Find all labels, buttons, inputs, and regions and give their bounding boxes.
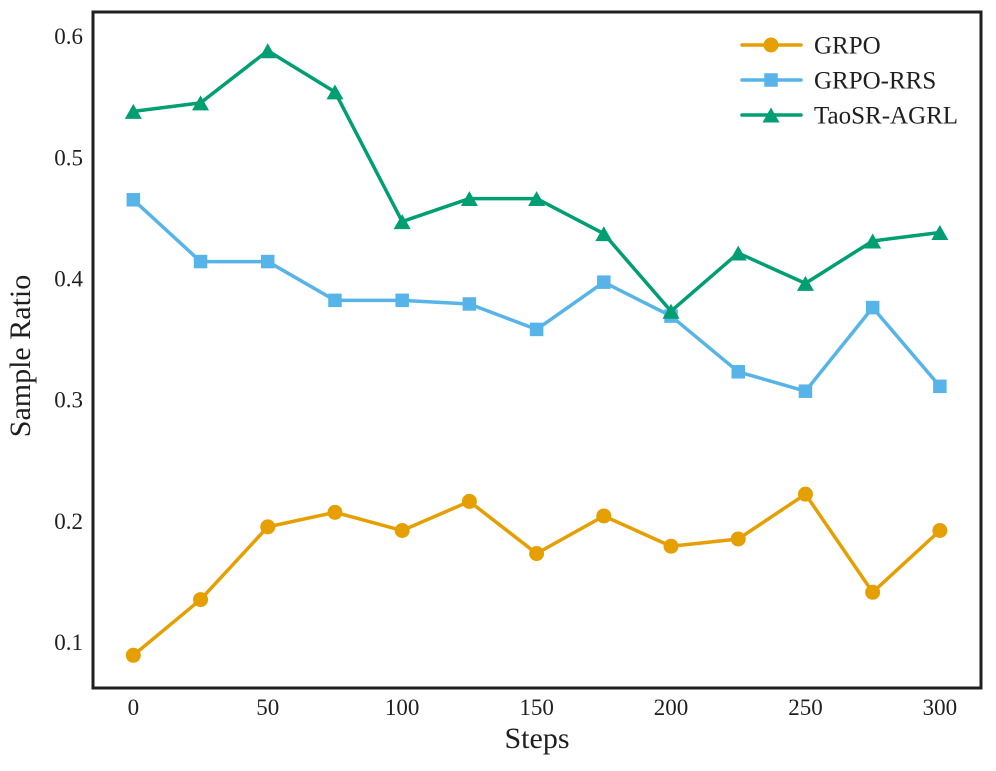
data-point-marker (328, 293, 342, 308)
data-point-marker (797, 486, 813, 502)
data-point-marker (393, 214, 411, 230)
triangle-marker-icon (762, 107, 780, 123)
x-tick-label: 150 (519, 695, 554, 720)
x-tick-label: 300 (923, 695, 958, 720)
legend-item-grpo: GRPO (740, 33, 881, 60)
y-tick-label: 0.1 (54, 630, 83, 655)
legend-label-taosr-agrl: TaoSR-AGRL (814, 103, 958, 130)
data-point-marker (933, 379, 947, 394)
data-point-marker (460, 191, 478, 207)
data-point-marker (193, 592, 209, 608)
data-point-marker (192, 95, 210, 111)
data-point-marker (126, 193, 141, 207)
data-point-marker (462, 297, 477, 311)
x-tick-label: 250 (788, 695, 823, 720)
x-tick-label: 0 (128, 695, 140, 720)
legend: GRPO GRPO-RRS TaoSR-AGRL (740, 33, 958, 130)
data-point-marker (731, 365, 745, 379)
series-taosr-agrl (124, 43, 949, 319)
data-point-marker (193, 254, 208, 269)
data-point-marker (662, 303, 680, 319)
y-tick-label: 0.5 (54, 145, 83, 170)
y-tick-label: 0.3 (54, 388, 83, 413)
data-point-marker (529, 322, 544, 337)
y-tick-label: 0.2 (54, 509, 83, 534)
data-point-marker (597, 275, 611, 289)
data-point-marker (931, 225, 949, 240)
data-point-marker (261, 254, 275, 269)
legend-label-grpo: GRPO (814, 33, 881, 60)
data-point-marker (529, 546, 545, 562)
series-grpo-rrs (126, 193, 947, 398)
legend-label-grpo-rrs: GRPO-RRS (814, 68, 936, 95)
legend-item-taosr-agrl: TaoSR-AGRL (740, 103, 958, 130)
data-point-marker (125, 647, 141, 663)
x-axis-label: Steps (504, 722, 569, 755)
data-point-marker (528, 191, 546, 207)
data-point-marker (864, 233, 882, 249)
data-point-marker (796, 275, 814, 291)
data-point-marker (730, 531, 746, 547)
x-tick-label: 100 (385, 695, 420, 720)
data-point-marker (327, 504, 343, 520)
y-tick-label: 0.4 (54, 267, 83, 292)
data-point-marker (663, 538, 679, 554)
data-point-marker (729, 245, 747, 261)
x-tick-label: 200 (654, 695, 689, 720)
data-point-marker (461, 493, 477, 509)
data-point-marker (259, 43, 277, 59)
data-point-marker (326, 84, 344, 100)
data-point-marker (865, 300, 880, 315)
data-point-marker (798, 384, 813, 398)
legend-item-grpo-rrs: GRPO-RRS (740, 68, 936, 95)
y-axis-label: Sample Ratio (4, 275, 37, 437)
data-point-marker (932, 523, 948, 539)
square-marker-icon (764, 73, 778, 87)
data-point-marker (395, 293, 409, 308)
axes-frame (91, 10, 983, 690)
data-point-marker (595, 226, 613, 242)
y-tick-label: 0.6 (54, 24, 83, 49)
data-point-marker (124, 103, 142, 119)
series-grpo (125, 486, 948, 663)
data-point-marker (260, 519, 276, 535)
data-point-marker (394, 523, 410, 539)
data-point-marker (596, 508, 612, 524)
x-tick-label: 50 (256, 695, 279, 720)
circle-marker-icon (763, 37, 779, 53)
data-point-marker (865, 584, 881, 600)
